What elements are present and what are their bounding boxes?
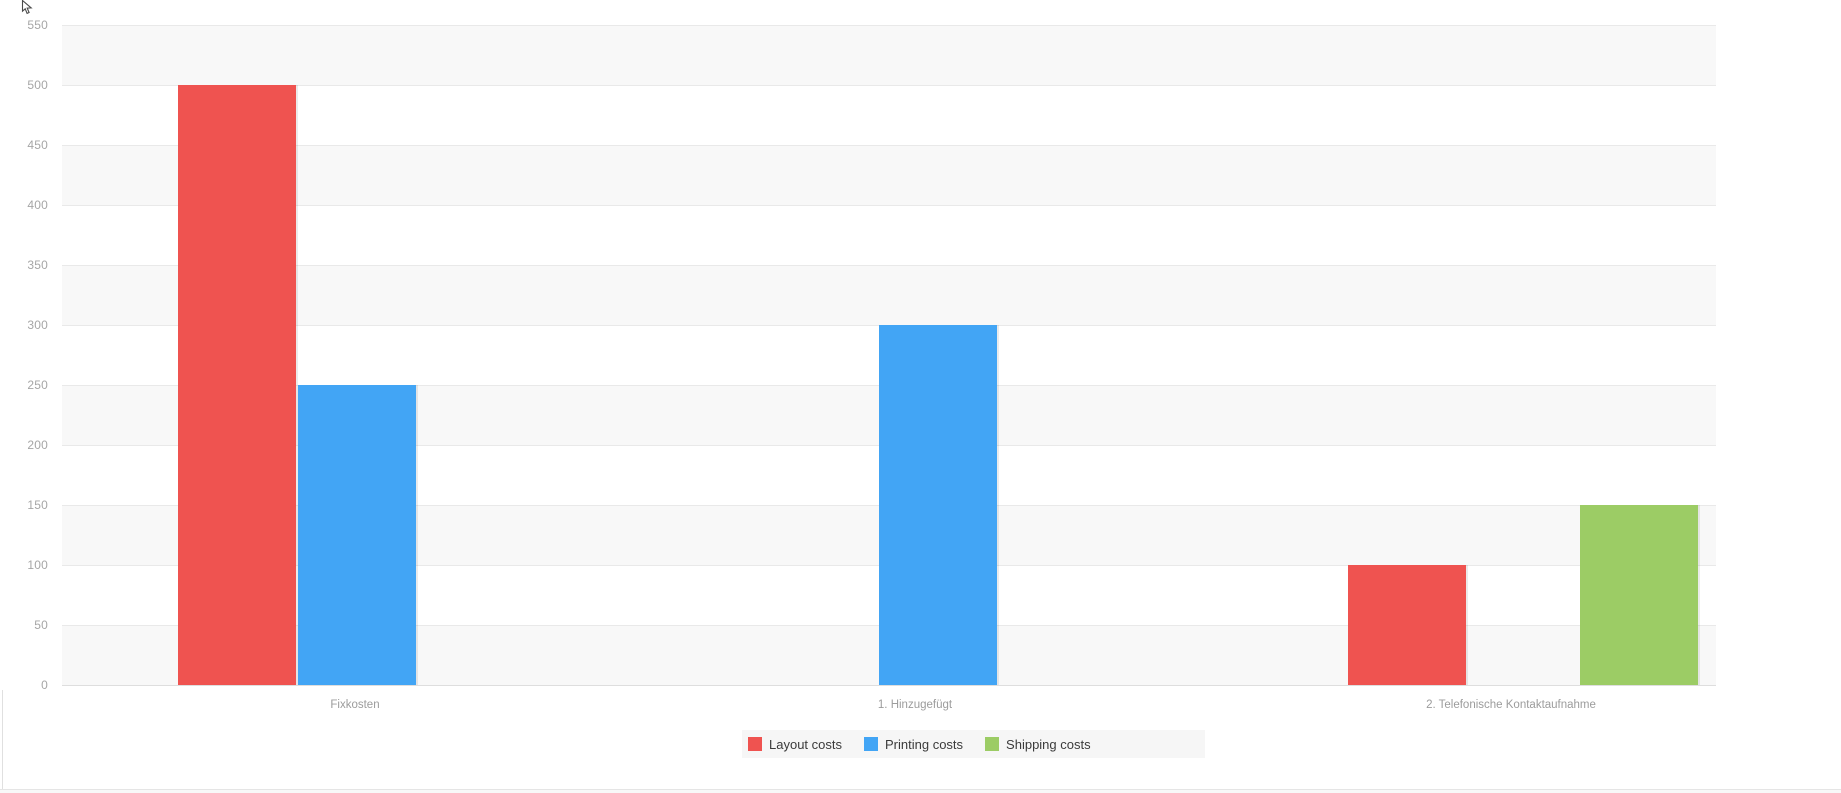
- legend-item-printing-costs[interactable]: Printing costs: [864, 737, 963, 752]
- y-tick-label: 400: [27, 198, 48, 212]
- bar-printing-costs-fixkosten[interactable]: [298, 385, 416, 685]
- plot-band: [62, 145, 1716, 205]
- y-tick-label: 450: [27, 138, 48, 152]
- y-tick-label: 350: [27, 258, 48, 272]
- legend-label: Layout costs: [769, 736, 842, 752]
- panel-left-border: [2, 690, 3, 790]
- y-tick-label: 550: [27, 18, 48, 32]
- gridline-450: [62, 145, 1716, 146]
- plot-band: [62, 85, 1716, 145]
- y-tick-label: 100: [27, 558, 48, 572]
- gridline-350: [62, 265, 1716, 266]
- x-category-label-fixkosten: Fixkosten: [330, 699, 380, 711]
- gridline-550: [62, 25, 1716, 26]
- plot-band: [62, 265, 1716, 325]
- bar-printing-costs-1-hinzugef-gt[interactable]: [879, 325, 997, 685]
- panel-bottom-border: [0, 789, 1841, 790]
- legend-item-layout-costs[interactable]: Layout costs: [748, 737, 842, 752]
- x-category-label-1-hinzugef-gt: 1. Hinzugefügt: [877, 699, 953, 711]
- plot-band: [62, 25, 1716, 85]
- legend-item-shipping-costs[interactable]: Shipping costs: [985, 737, 1091, 752]
- chart-legend: Layout costs Printing costs Shipping costs: [742, 730, 1205, 758]
- gridline-400: [62, 205, 1716, 206]
- y-tick-label: 50: [34, 618, 48, 632]
- legend-swatch-shipping-costs: [985, 737, 1000, 751]
- legend-swatch-printing-costs: [864, 737, 878, 751]
- y-tick-label: 200: [27, 438, 48, 452]
- y-tick-label: 250: [27, 378, 48, 392]
- bar-layout-costs-2-telefonische-kontaktaufnahme[interactable]: [1348, 565, 1466, 685]
- gridline-0: [62, 685, 1716, 686]
- y-tick-label: 300: [27, 318, 48, 332]
- bar-shipping-costs-2-telefonische-kontaktaufnahme[interactable]: [1580, 505, 1698, 685]
- x-category-label-2-telefonische-kontaktaufnahme: 2. Telefonische Kontaktaufnahme: [1426, 699, 1596, 711]
- y-tick-label: 150: [27, 498, 48, 512]
- panel-bottom-strip: [0, 790, 1841, 793]
- legend-label: Shipping costs: [1006, 736, 1091, 752]
- y-tick-label: 500: [27, 78, 48, 92]
- legend-label: Printing costs: [885, 736, 964, 752]
- gridline-500: [62, 85, 1716, 86]
- mouse-cursor-icon: [21, 0, 34, 15]
- y-tick-label: 0: [41, 678, 48, 692]
- plot-band: [62, 205, 1716, 265]
- bar-layout-costs-fixkosten[interactable]: [178, 85, 296, 685]
- legend-swatch-layout-costs: [748, 737, 762, 751]
